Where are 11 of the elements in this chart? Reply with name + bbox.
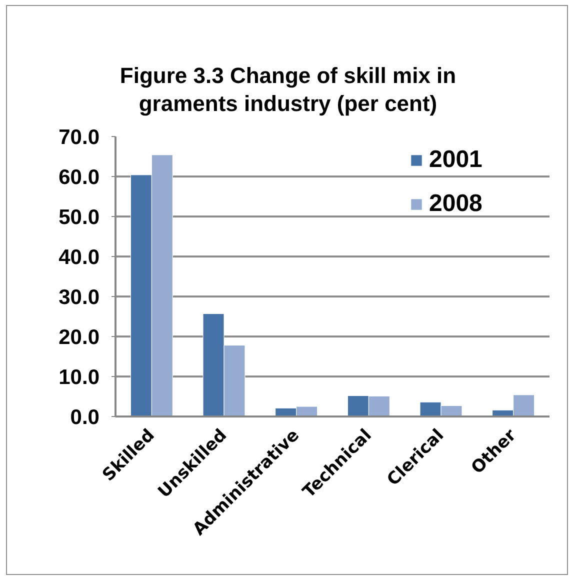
y-tick-label: 0.0 — [70, 406, 100, 429]
y-tick-label: 30.0 — [58, 286, 100, 309]
y-tick-label: 20.0 — [58, 326, 100, 349]
y-tick-label: 70.0 — [58, 126, 100, 149]
legend-label: 2001 — [429, 146, 484, 174]
y-tick-label: 10.0 — [58, 366, 100, 389]
y-tick-label: 40.0 — [58, 246, 100, 269]
legend-label: 2008 — [429, 190, 484, 218]
y-tick-label: 60.0 — [58, 166, 100, 189]
chart-title: Figure 3.3 Change of skill mix in graments industry (per cent) — [118, 62, 458, 118]
y-tick-label: 50.0 — [58, 206, 100, 229]
